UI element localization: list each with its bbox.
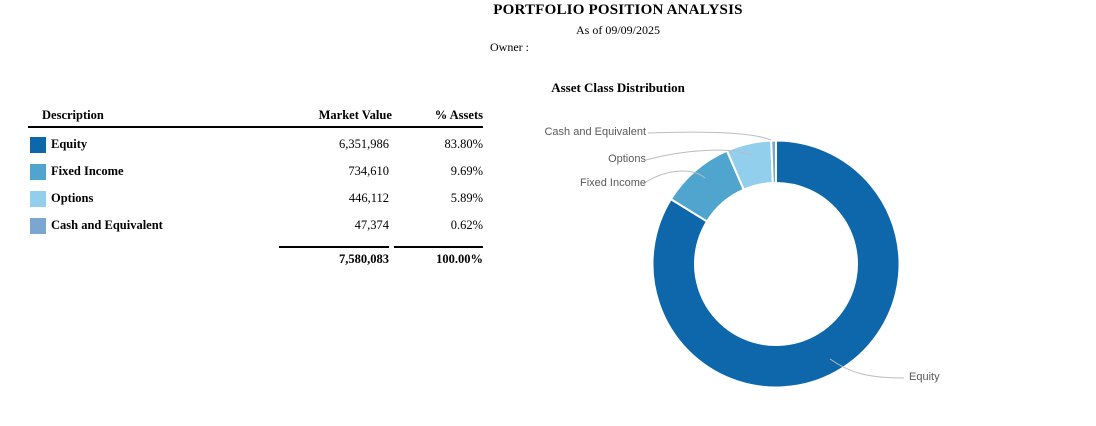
donut-segment-equity — [651, 139, 901, 389]
row-label: Options — [51, 191, 94, 205]
col-header-pct-assets: % Assets — [434, 108, 483, 122]
donut-label-fixed-income: Fixed Income — [579, 177, 646, 189]
total-market-value: 7,580,083 — [279, 246, 389, 267]
leader-line-options — [645, 149, 752, 161]
row-pct-assets: 5.89% — [450, 191, 483, 205]
donut-segment-cash-and-equivalent — [770, 139, 777, 185]
total-pct-assets: 100.00% — [394, 246, 483, 267]
table-row: Fixed Income 734,610 9.69% — [28, 158, 483, 185]
legend-swatch-options — [30, 190, 46, 207]
leader-line-cash — [647, 131, 772, 141]
row-market-value: 6,351,986 — [339, 137, 389, 151]
owner-label: Owner : — [490, 40, 529, 54]
row-market-value: 734,610 — [348, 164, 389, 178]
table-row: Cash and Equivalent 47,374 0.62% — [28, 212, 483, 239]
donut-label-cash: Cash and Equivalent — [544, 126, 646, 138]
table-total-row: 7,580,083 100.00% — [28, 246, 483, 267]
asset-distribution-donut-chart — [642, 131, 905, 389]
table-row: Equity 6,351,986 83.80% — [28, 131, 483, 158]
legend-swatch-cash — [30, 217, 46, 234]
row-pct-assets: 9.69% — [450, 164, 483, 178]
legend-swatch-fixed-income — [30, 163, 46, 180]
row-label: Cash and Equivalent — [51, 218, 163, 232]
as-of-date: As of 09/09/2025 — [576, 23, 660, 37]
asset-class-table: Description Market Value % Assets Equity… — [28, 108, 483, 267]
donut-label-options: Options — [608, 153, 646, 165]
donut-label-equity: Equity — [909, 371, 940, 383]
legend-swatch-equity — [30, 136, 46, 153]
row-pct-assets: 83.80% — [444, 137, 483, 151]
col-header-market-value: Market Value — [318, 108, 392, 122]
col-header-description: Description — [42, 108, 104, 122]
leader-line-equity — [829, 358, 905, 379]
table-header-row: Description Market Value % Assets — [28, 108, 483, 128]
row-label: Equity — [51, 137, 88, 151]
row-pct-assets: 0.62% — [450, 218, 483, 232]
table-row: Options 446,112 5.89% — [28, 185, 483, 212]
row-market-value: 47,374 — [354, 218, 389, 232]
page-title: PORTFOLIO POSITION ANALYSIS — [493, 2, 743, 18]
row-label: Fixed Income — [51, 164, 124, 178]
chart-title: Asset Class Distribution — [551, 80, 685, 95]
leader-line-fixed-income — [642, 170, 706, 185]
row-market-value: 446,112 — [348, 191, 389, 205]
